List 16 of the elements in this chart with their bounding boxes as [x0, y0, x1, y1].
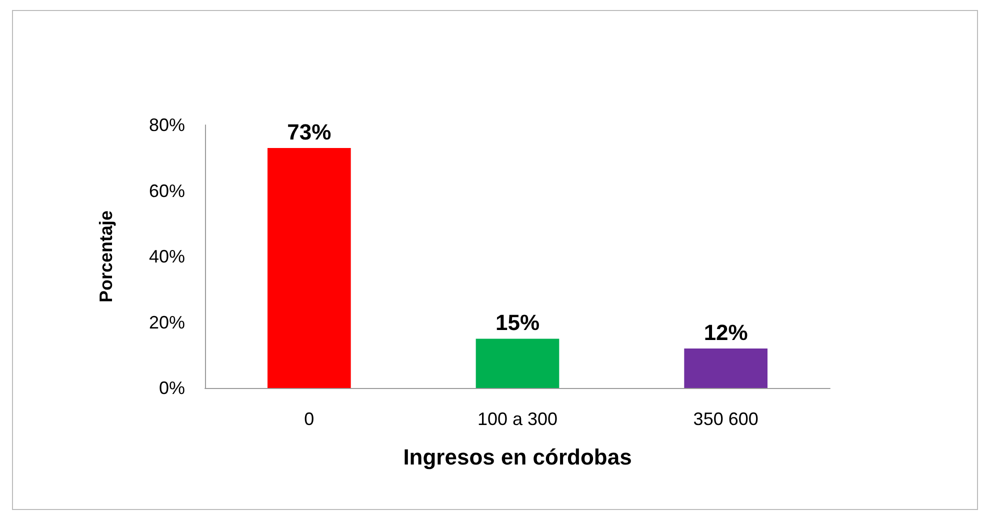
bar: [476, 338, 560, 388]
x-axis-title: Ingresos en córdobas: [403, 444, 632, 470]
x-tick-label: 0: [304, 409, 314, 429]
y-tick-label: 80%: [148, 115, 185, 135]
data-label: 15%: [495, 310, 540, 336]
bar: [268, 148, 351, 388]
y-tick-label: 60%: [148, 180, 185, 201]
x-tick-label: 350 600: [693, 409, 758, 429]
y-tick-label: 0%: [158, 378, 185, 398]
x-tick-label: 100 a 300: [477, 409, 558, 429]
data-label: 73%: [287, 120, 332, 145]
y-tick-label: 40%: [148, 246, 185, 266]
data-label: 12%: [704, 320, 748, 346]
y-axis-title: Porcentaje: [96, 210, 116, 303]
bar: [684, 348, 768, 388]
y-tick-label: 20%: [148, 312, 185, 332]
